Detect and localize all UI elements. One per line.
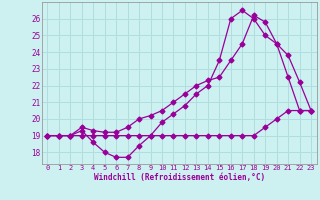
X-axis label: Windchill (Refroidissement éolien,°C): Windchill (Refroidissement éolien,°C)	[94, 173, 265, 182]
